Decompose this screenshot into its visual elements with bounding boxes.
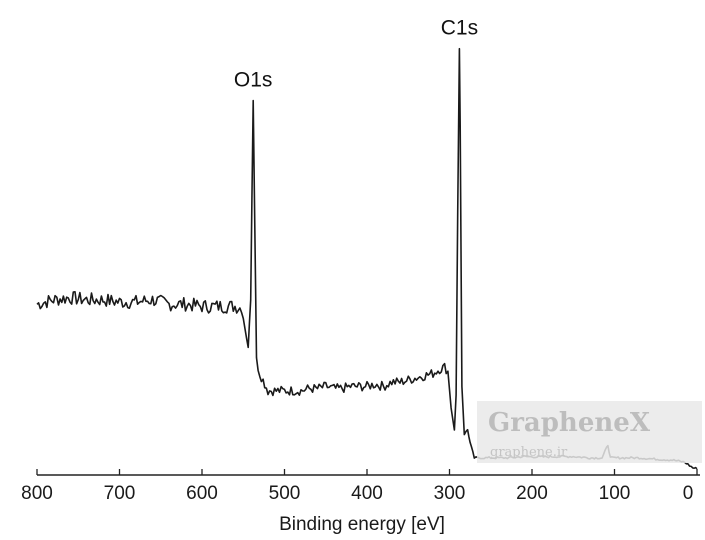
x-tick-label: 300 [434,483,466,504]
watermark-title: GrapheneX [488,408,651,438]
x-tick-label: 800 [21,483,53,504]
x-tick-label: 700 [104,483,136,504]
x-tick-label: 0 [683,483,694,504]
watermark-box [477,401,702,463]
plot-area: 800 700 600 500 400 300 200 100 0 GrapheneX grap… [21,17,702,504]
x-axis-title: Binding energy [eV] [279,514,445,535]
watermark: GrapheneX graphene.ir [477,401,702,463]
peak-label: O1s [234,69,273,92]
peak-label: C1s [441,17,478,40]
peak-annotations: O1s C1s [234,17,478,92]
watermark-subtitle: graphene.ir [490,445,568,460]
x-tick-label: 400 [351,483,383,504]
x-tick-label: 200 [516,483,548,504]
x-axis-ticks: 800 700 600 500 400 300 200 100 0 [21,469,698,504]
x-tick-label: 100 [599,483,631,504]
x-tick-label: 500 [269,483,301,504]
x-tick-label: 600 [186,483,218,504]
